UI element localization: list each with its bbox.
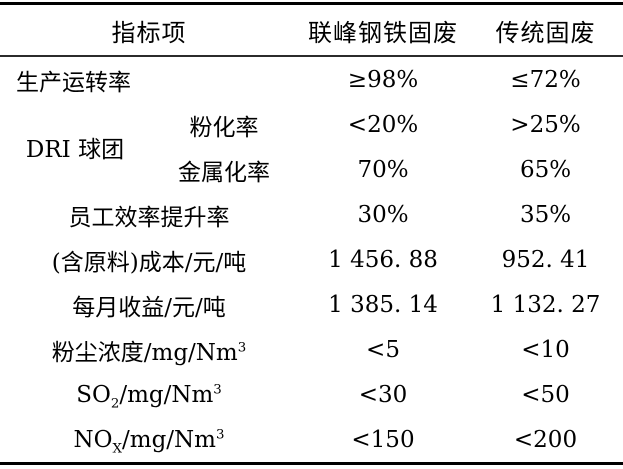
- label-text: ≥98%: [347, 66, 419, 93]
- value-cell: 952. 41: [468, 237, 623, 282]
- label-text: ≤72%: [510, 66, 581, 93]
- label-text: NO: [73, 426, 113, 453]
- label-cell: 金属化率: [150, 147, 298, 192]
- label-cell: 粉化率: [150, 102, 298, 147]
- value-cell: <200: [468, 417, 623, 464]
- value-cell: ≥98%: [298, 56, 468, 102]
- value-cell: 1 456. 88: [298, 237, 468, 282]
- value-cell: >25%: [468, 102, 623, 147]
- label-cell: 粉尘浓度/mg/Nm3: [0, 327, 298, 372]
- label-cell: 员工效率提升率: [0, 192, 298, 237]
- label-text: 952. 41: [501, 246, 590, 273]
- label-text: <150: [351, 426, 415, 453]
- value-cell: <50: [468, 372, 623, 417]
- value-cell: 35%: [468, 192, 623, 237]
- label-text: >25%: [510, 111, 581, 138]
- label-text-sup: 3: [213, 381, 222, 397]
- table-row: (含原料)成本/元/吨 1 456. 88 952. 41: [0, 237, 623, 282]
- value-cell: 1 385. 14: [298, 282, 468, 327]
- table-row: 每月收益/元/吨 1 385. 14 1 132. 27: [0, 282, 623, 327]
- label-text: <20%: [347, 111, 419, 138]
- label-text-sup: 3: [237, 339, 247, 355]
- header-cell-traditional: 传统固废: [468, 3, 623, 57]
- value-cell: <20%: [298, 102, 468, 147]
- table-row: 金属化率 70% 65%: [0, 147, 623, 192]
- label-text: 30%: [357, 201, 409, 228]
- table-row: 粉尘浓度/mg/Nm3 <5 <10: [0, 327, 623, 372]
- label-text: 35%: [519, 201, 572, 228]
- label-text: DRI 球团: [25, 137, 125, 163]
- label-text-sub: 2: [110, 396, 120, 412]
- label-text: (含原料)成本/元/吨: [51, 249, 247, 276]
- label-text: 生产运转率: [16, 69, 131, 96]
- label-text: /mg/Nm: [119, 381, 214, 408]
- label-text: <50: [521, 381, 570, 408]
- label-text: 70%: [357, 156, 409, 183]
- header-cell-lianfeng: 联峰钢铁固废: [298, 3, 468, 57]
- label-text: <5: [366, 336, 400, 363]
- value-cell: 65%: [468, 147, 623, 192]
- value-cell: <5: [298, 327, 468, 372]
- label-text: 粉尘浓度/mg/Nm: [51, 339, 238, 366]
- value-cell: 30%: [298, 192, 468, 237]
- label-cell: (含原料)成本/元/吨: [0, 237, 298, 282]
- label-text: 金属化率: [178, 159, 270, 186]
- value-cell: <30: [298, 372, 468, 417]
- label-text: 65%: [519, 156, 572, 183]
- label-text: 粉化率: [189, 114, 259, 141]
- table-row: SO2/mg/Nm3 <30 <50: [0, 372, 623, 417]
- label-text: 1 132. 27: [490, 291, 601, 318]
- label-cell: NOX/mg/Nm3: [0, 417, 298, 464]
- label-text-sub: X: [112, 441, 123, 457]
- label-cell: SO2/mg/Nm3: [0, 372, 298, 417]
- group-label-cell: DRI 球团: [0, 102, 150, 192]
- header-row: 指标项 联峰钢铁固废 传统固废: [0, 3, 623, 57]
- label-text: <30: [358, 381, 408, 408]
- label-text: 每月收益/元/吨: [72, 294, 226, 321]
- value-cell: ≤72%: [468, 56, 623, 102]
- label-text: 1 456. 88: [328, 246, 438, 273]
- table-row: 员工效率提升率 30% 35%: [0, 192, 623, 237]
- label-text: <200: [513, 426, 578, 453]
- table-row: NOX/mg/Nm3 <150 <200: [0, 417, 623, 464]
- value-cell: 70%: [298, 147, 468, 192]
- label-cell: 每月收益/元/吨: [0, 282, 298, 327]
- label-cell: 生产运转率: [0, 56, 298, 102]
- table-row: 生产运转率 ≥98% ≤72%: [0, 56, 623, 102]
- table-body: 生产运转率 ≥98% ≤72% DRI 球团 粉化率 <20% >25% 金属化率 70% 65%…: [0, 56, 623, 464]
- value-cell: 1 132. 27: [468, 282, 623, 327]
- label-text: /mg/Nm: [122, 426, 216, 453]
- label-text: <10: [521, 336, 570, 363]
- value-cell: <150: [298, 417, 468, 464]
- header-cell-indicator: 指标项: [0, 3, 298, 57]
- value-cell: <10: [468, 327, 623, 372]
- table-row: DRI 球团 粉化率 <20% >25%: [0, 102, 623, 164]
- label-text-sup: 3: [215, 426, 225, 442]
- label-text: 1 385. 14: [328, 291, 438, 318]
- label-text: SO: [76, 381, 111, 408]
- label-text: 员工效率提升率: [68, 204, 230, 231]
